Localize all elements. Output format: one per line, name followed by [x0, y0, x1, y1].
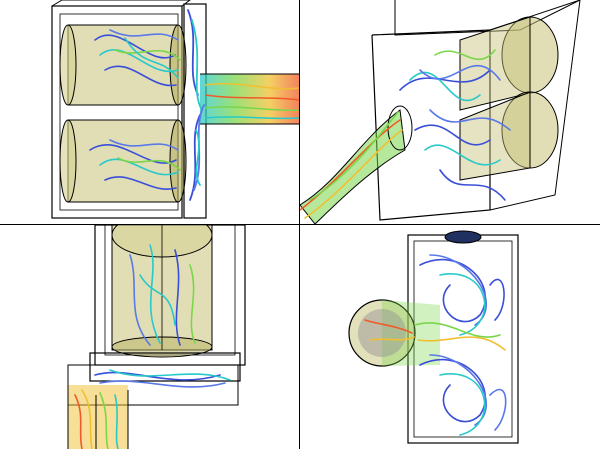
housing-outline [51, 5, 183, 219]
top-port [444, 230, 482, 244]
streamlines-plenum [187, 9, 205, 201]
inlet-disk [348, 299, 440, 367]
streamlines-lower [89, 139, 181, 190]
viewport-top-view[interactable] [300, 225, 600, 449]
top-view-render [348, 230, 519, 444]
canister-upper [59, 24, 187, 106]
streamlines [364, 254, 507, 436]
viewport-front-view[interactable] [0, 225, 299, 449]
streamlines-upper [94, 29, 181, 87]
streamlines [74, 244, 231, 449]
canister-front [111, 225, 213, 358]
perspective-view-render [300, 0, 581, 224]
viewport-perspective-view[interactable] [300, 0, 600, 224]
front-view-render [67, 225, 246, 449]
viewport-divider-horizontal[interactable] [0, 224, 600, 225]
streamlines-pipe [204, 83, 299, 120]
inlet-pipe [300, 109, 406, 224]
streamlines [300, 49, 511, 219]
outlet-pipe [67, 385, 129, 449]
plenum-outline [89, 352, 241, 382]
viewport-side-view[interactable] [0, 0, 299, 224]
side-view-render [51, 0, 299, 219]
canister-lower [459, 91, 559, 181]
